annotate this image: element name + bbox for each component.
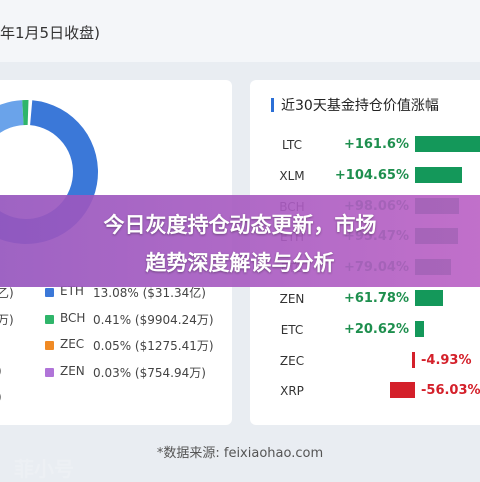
growth-value: +20.62% [343,321,409,337]
growth-bar [412,351,415,368]
growth-bar [415,320,425,337]
headline-line-2: 趋势深度解读与分析 [145,251,335,275]
legend-color-swatch [45,314,54,324]
growth-symbol: ZEC [279,353,305,368]
growth-value: +161.6% [343,137,409,152]
title-accent-bar [271,98,274,112]
legend-value: 0.05% ($1275.41万) [93,339,214,353]
legend-color-swatch [45,367,54,377]
growth-symbol: LTC [281,138,303,152]
growth-row: ZEC -4.93% [250,348,480,378]
legend-truncated-text: 万) [0,312,14,327]
growth-row: ETC +20.62% [250,317,480,347]
legend-symbol: ZEN [60,363,85,378]
legend-value: 13.08% ($31.34亿) [93,286,206,300]
date-title: 年1月5日收盘) [0,24,100,42]
legend-color-swatch [45,288,54,297]
legend-truncated-text: ) [0,390,2,404]
growth-row: LTC +161.6% [250,132,480,162]
growth-value: -56.03% [421,383,480,399]
growth-bar [389,382,415,399]
growth-row: XRP -56.03% [250,378,480,408]
headline-banner: 菲小号 今日灰度持仓动态更新，市场 趋势深度解读与分析 [0,195,480,481]
growth-bar [415,290,443,306]
legend-row: ZEC 0.05% ($1275.41万) [0,336,232,356]
legend-value: 0.41% ($9904.24万) [93,312,214,327]
legend-color-swatch [45,341,54,350]
legend-symbol: ETH [60,284,84,298]
headline-line-1: 今日灰度持仓动态更新，市场 [103,213,377,237]
legend-row: 乙) ETH 13.08% ($31.34亿) [0,283,232,303]
growth-symbol: ZEN [279,292,305,306]
legend-symbol: BCH [60,310,86,325]
growth-value: -4.93% [421,352,472,368]
growth-value: +104.65% [334,167,409,183]
data-source: *数据来源: feixiaohao.com [156,446,324,461]
growth-symbol: XRP [280,384,304,399]
legend-row: ) ZEN 0.03% ($754.94万) [0,363,232,383]
top-bar: 年1月5日收盘) [0,0,480,62]
growth-bar [415,166,463,183]
legend-truncated-text: ) [0,364,2,378]
donut-segment-accent [22,100,29,126]
growth-row: XLM +104.65% [250,163,480,193]
legend-row: ) [0,389,232,409]
donut-segment-light [0,100,24,133]
legend-symbol: ZEC [60,337,85,351]
watermark: 菲小号 [14,457,74,481]
legend-row: 万) BCH 0.41% ($9904.24万) [0,310,232,330]
growth-row: ZEN +61.78% [250,286,480,316]
growth-symbol: ETC [280,322,304,337]
growth-symbol: XLM [279,168,305,183]
legend-value: 0.03% ($754.94万) [93,365,206,380]
growth-value: +61.78% [343,291,409,306]
growth-bar [415,136,480,152]
legend-truncated-text: 乙) [0,286,14,300]
growth-card-title: 近30天基金持仓价值涨幅 [281,98,439,114]
